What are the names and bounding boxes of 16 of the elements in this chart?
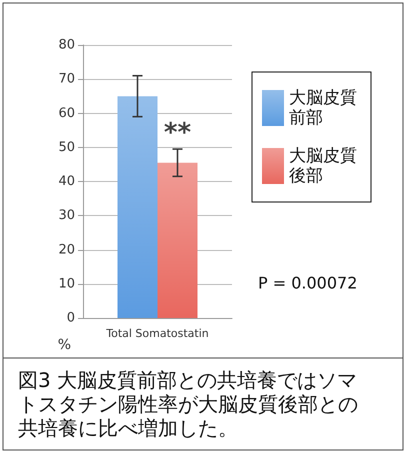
y-axis-title: % <box>58 337 71 353</box>
legend-label: 大脳皮質後部 <box>289 146 357 186</box>
y-tick-label: 0 <box>66 310 75 326</box>
y-tick-label: 70 <box>58 72 75 87</box>
y-tick-label: 60 <box>58 106 75 121</box>
legend-label: 大脳皮質前部 <box>289 88 357 128</box>
x-tick-label: Total Somatostatin <box>105 327 209 340</box>
y-tick-label: 50 <box>58 140 75 155</box>
y-tick-label: 10 <box>58 276 75 292</box>
y-tick-label: 80 <box>58 38 75 52</box>
annotation: ** <box>164 118 192 148</box>
y-tick-label: 40 <box>58 174 75 189</box>
y-tick-label: 30 <box>58 208 75 224</box>
caption: 図3 大脳皮質前部との共培養ではソマトスタチン陽性率が大脳皮質後部との共培養に比べ増加した。 <box>18 368 358 440</box>
y-tick-label: 20 <box>58 242 75 258</box>
text: P = 0.00072 <box>258 274 358 292</box>
